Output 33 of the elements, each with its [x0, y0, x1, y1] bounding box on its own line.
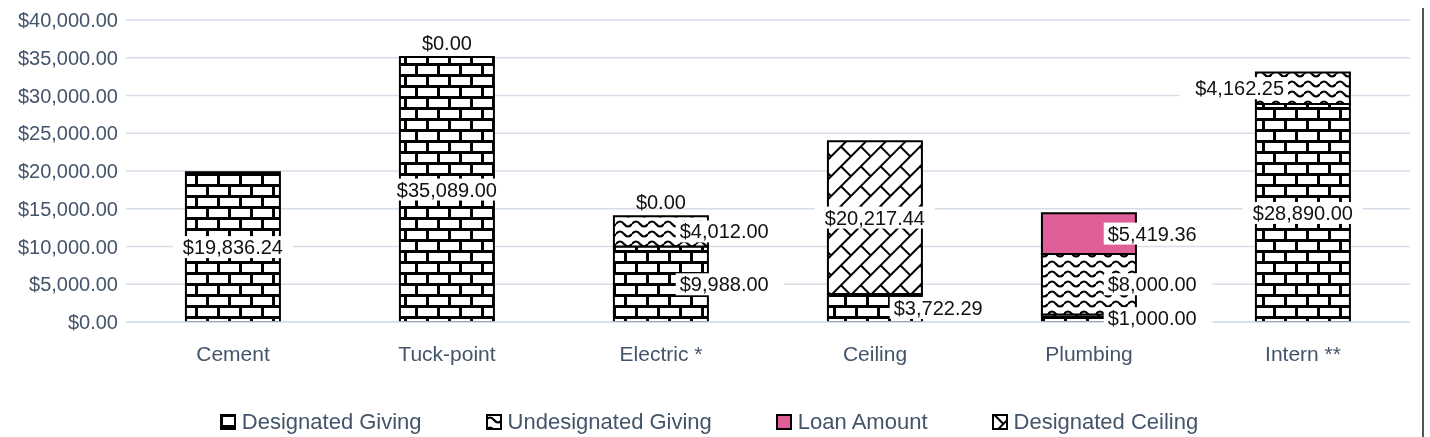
data-label: $5,419.36: [1107, 222, 1197, 245]
bar: [398, 56, 495, 322]
data-label: $8,000.00: [1107, 273, 1197, 296]
x-tick-label: Cement: [196, 341, 270, 365]
data-label: $20,217.44: [824, 206, 925, 229]
data-label: $28,890.00: [1252, 201, 1353, 224]
data-label: $0.00: [635, 191, 686, 214]
y-tick-label: $15,000.00: [17, 197, 118, 220]
data-label: $9,988.00: [679, 273, 769, 296]
y-tick-label: $0.00: [67, 311, 118, 334]
x-tick-label: Tuck-point: [398, 341, 496, 365]
x-tick-label: Electric *: [619, 341, 703, 365]
legend-label: Loan Amount: [797, 408, 928, 435]
legend-label: Undesignated Giving: [507, 408, 712, 435]
y-tick-label: $30,000.00: [17, 84, 118, 107]
y-tick-label: $10,000.00: [17, 235, 118, 258]
data-label: $35,089.00: [396, 178, 497, 201]
x-tick-label: Intern **: [1265, 341, 1341, 365]
legend-label: Designated Ceiling: [1013, 408, 1199, 435]
legend-label: Designated Giving: [241, 408, 422, 435]
x-tick-label: Ceiling: [842, 341, 908, 365]
data-label: $3,722.29: [893, 296, 983, 319]
data-label: $19,836.24: [182, 236, 283, 259]
y-tick-label: $35,000.00: [17, 46, 118, 69]
y-tick-label: $20,000.00: [17, 160, 118, 183]
y-tick-label: $25,000.00: [17, 122, 118, 145]
data-label: $1,000.00: [1107, 307, 1197, 330]
y-tick-label: $40,000.00: [17, 9, 118, 32]
data-label: $4,012.00: [679, 220, 769, 243]
data-label: $0.00: [421, 32, 472, 55]
y-tick-label: $5,000.00: [29, 273, 118, 296]
x-tick-label: Plumbing: [1045, 341, 1133, 365]
data-label: $4,162.25: [1195, 77, 1285, 100]
